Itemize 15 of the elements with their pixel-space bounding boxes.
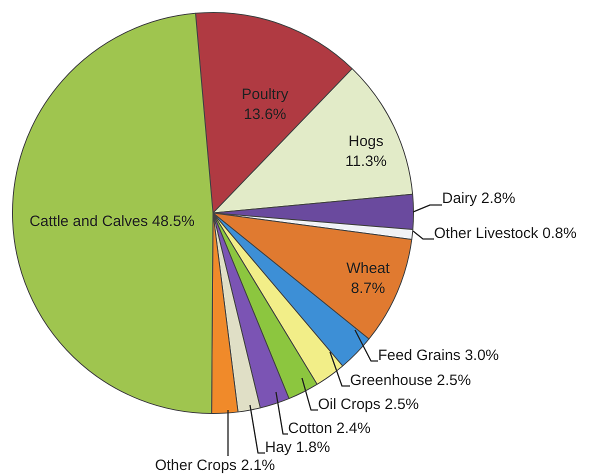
slice-label: Other Livestock 0.8% [434,225,577,242]
slice-label: Wheat [346,260,391,278]
slice-label: Cattle and Calves 48.5% [29,213,195,230]
slice-label: Hogs [348,133,384,150]
slice-label: Feed Grains 3.0% [378,347,499,364]
slice-label: Greenhouse 2.5% [350,372,471,390]
data-label: 11.3% [345,153,387,170]
slice-label: Cotton 2.4% [288,420,371,438]
slice-label: Oil Crops 2.5% [318,396,419,414]
slice-label: Hay 1.8% [265,439,330,456]
slice-label: Other Crops 2.1% [154,457,276,474]
data-label: 13.6% [244,106,286,124]
slice-label: Dairy 2.8% [442,190,516,208]
slice-label: Poultry [242,86,289,104]
data-label: 8.7% [350,280,386,298]
